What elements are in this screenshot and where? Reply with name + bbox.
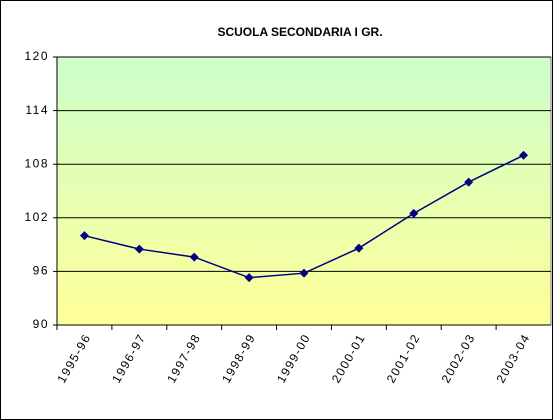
y-tick-label: 90 bbox=[33, 317, 49, 331]
marker bbox=[189, 252, 199, 262]
y-tick-label: 96 bbox=[33, 264, 49, 278]
chart-title: SCUOLA SECONDARIA I GR. bbox=[217, 25, 382, 39]
marker bbox=[354, 243, 364, 253]
marker bbox=[134, 244, 144, 254]
marker bbox=[244, 273, 254, 283]
y-tick-label: 120 bbox=[24, 49, 49, 63]
y-tick-label: 108 bbox=[24, 156, 49, 170]
marker bbox=[409, 208, 419, 218]
marker bbox=[299, 268, 309, 278]
marker bbox=[79, 231, 89, 241]
marker bbox=[464, 177, 474, 187]
marker bbox=[519, 150, 529, 160]
y-tick-label: 114 bbox=[25, 103, 49, 117]
y-tick-label: 102 bbox=[24, 210, 49, 224]
plot-area bbox=[56, 56, 552, 326]
